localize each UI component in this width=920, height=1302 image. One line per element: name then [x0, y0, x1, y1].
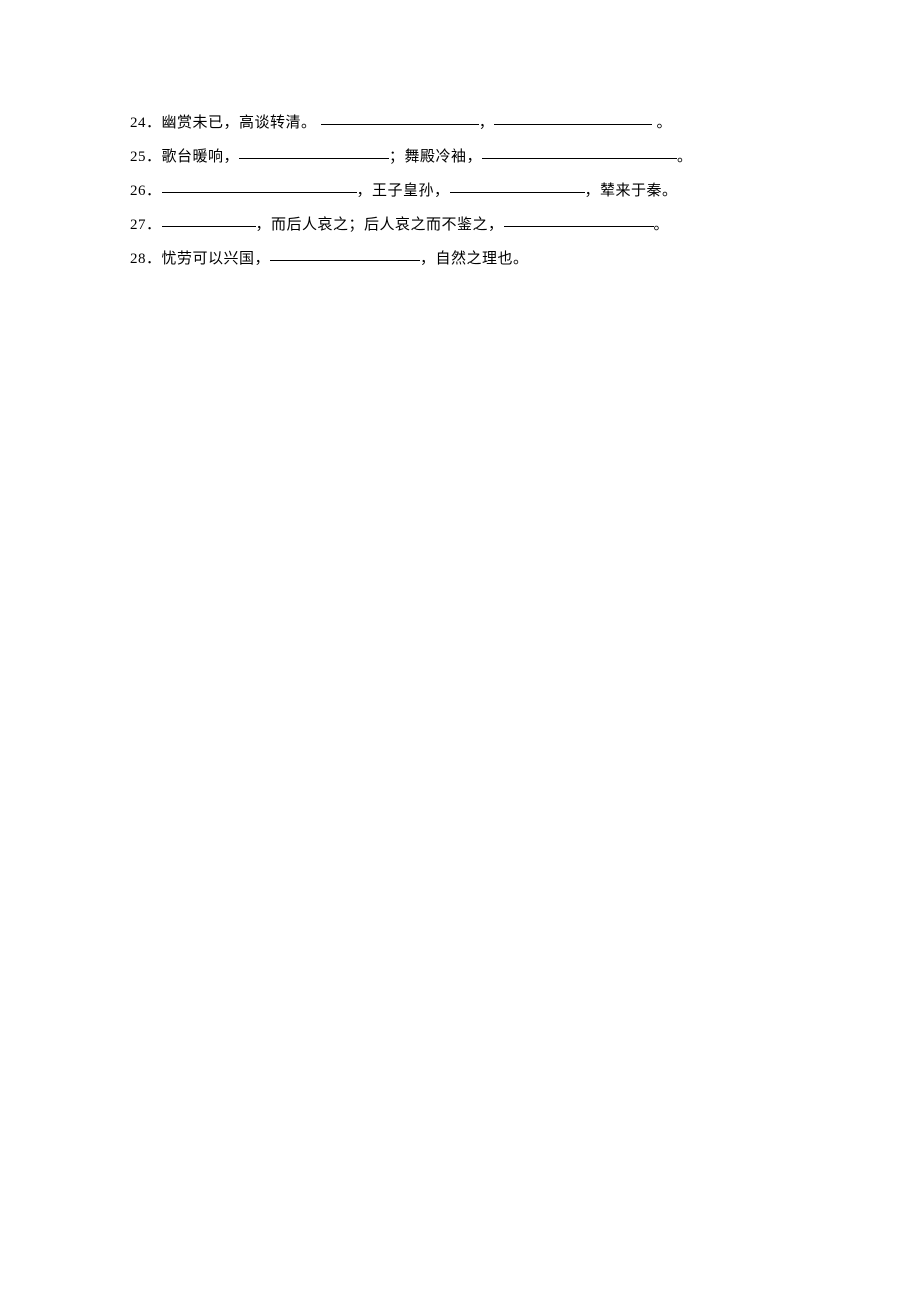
- fill-blank: [450, 178, 585, 193]
- question-text: 幽赏未已，高谈转清。: [162, 115, 321, 131]
- question-line: 28．忧劳可以兴国， ，自然之理也。: [130, 244, 790, 274]
- fill-blank: [504, 212, 654, 227]
- question-number: 25．: [130, 149, 162, 165]
- question-text: 歌台暖响，: [162, 149, 240, 165]
- fill-blank: [162, 178, 357, 193]
- question-text: 。: [654, 217, 670, 233]
- question-number: 24．: [130, 115, 162, 131]
- question-line: 25．歌台暖响， ；舞殿冷袖， 。: [130, 142, 790, 172]
- fill-blank: [162, 212, 256, 227]
- questions-container: 24．幽赏未已，高谈转清。 ， 。 25．歌台暖响， ；舞殿冷袖， 。 26． ，王子皇孙…: [130, 108, 790, 274]
- question-text: 忧劳可以兴国，: [162, 251, 271, 267]
- question-text: 。: [677, 149, 693, 165]
- question-text: ，辇来于秦。: [585, 183, 678, 199]
- question-text: 。: [652, 115, 672, 131]
- question-line: 27． ，而后人哀之；后人哀之而不鉴之， 。: [130, 210, 790, 240]
- question-line: 26． ，王子皇孙， ，辇来于秦。: [130, 176, 790, 206]
- question-text: ，: [479, 115, 495, 131]
- fill-blank: [494, 110, 652, 125]
- question-text: ，而后人哀之；后人哀之而不鉴之，: [256, 217, 504, 233]
- question-number: 27．: [130, 217, 162, 233]
- fill-blank: [321, 110, 479, 125]
- fill-blank: [270, 246, 420, 261]
- question-number: 26．: [130, 183, 162, 199]
- question-text: ；舞殿冷袖，: [389, 149, 482, 165]
- question-line: 24．幽赏未已，高谈转清。 ， 。: [130, 108, 790, 138]
- fill-blank: [239, 144, 389, 159]
- question-text: ，自然之理也。: [420, 251, 529, 267]
- fill-blank: [482, 144, 677, 159]
- question-number: 28．: [130, 251, 162, 267]
- question-text: ，王子皇孙，: [357, 183, 450, 199]
